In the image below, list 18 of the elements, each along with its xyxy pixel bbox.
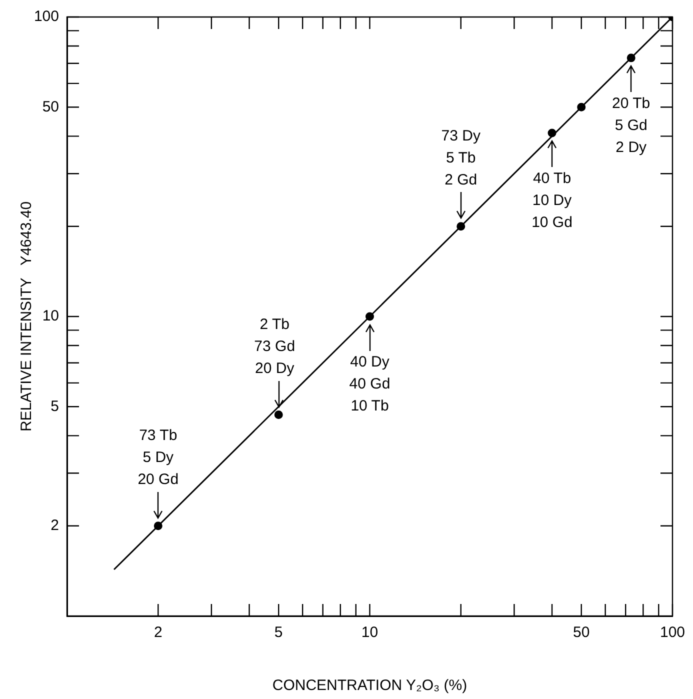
y-tick-label: 100 (34, 8, 59, 26)
annotation: 20 Tb 5 Gd 2 Dy (612, 95, 650, 156)
y-axis-title: RELATIVE INTENSITY Y4643.40 (18, 201, 36, 432)
y-tick-label: 2 (50, 516, 59, 534)
annotation: 2 Tb 73 Gd 20 Dy (254, 316, 296, 377)
annotation: 40 Dy 40 Gd 10 Tb (349, 354, 390, 415)
x-tick-label: 100 (660, 624, 685, 642)
x-axis-title: CONCENTRATION Y₂O₃ (%) (272, 677, 468, 694)
annotation: 73 Tb 5 Dy 20 Gd (138, 426, 179, 488)
x-tick-label: 5 (274, 624, 283, 642)
x-tick-label: 2 (154, 624, 162, 642)
annotation: 40 Tb 10 Dy 10 Gd (532, 170, 572, 232)
x-tick-label: 10 (361, 624, 378, 642)
x-tick-label: 50 (573, 624, 590, 642)
y-tick-label: 50 (42, 98, 59, 116)
annotation: 73 Dy 5 Tb 2 Gd (441, 127, 481, 188)
y-tick-label: 5 (50, 398, 59, 415)
y-tick-label: 10 (42, 308, 59, 325)
